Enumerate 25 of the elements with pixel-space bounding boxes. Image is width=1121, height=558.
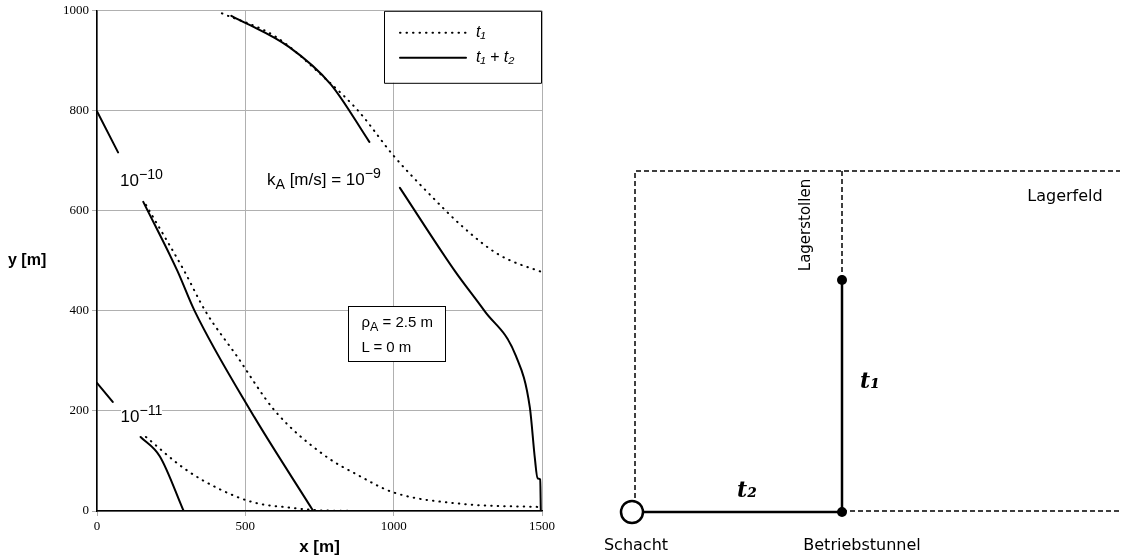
x-tick-label: 1500 (529, 518, 555, 534)
annotation: L = 0 m (361, 338, 412, 356)
annotation: k$_{A}$ [m/s] = 10$^{−9}$ (266, 165, 381, 193)
y-axis-title: y [m] (8, 250, 47, 269)
x-tick-label: 0 (93, 518, 101, 534)
text: t₂ (737, 476, 757, 502)
y-tick-label: 1000 (63, 2, 89, 18)
x-tick-label: 500 (235, 518, 256, 534)
text: Lagerfeld (1027, 186, 1103, 205)
text: Lagerstollen (796, 178, 814, 272)
legend-label: t₁ + t₂ (476, 48, 515, 66)
x-axis-title: x [m] (299, 537, 340, 557)
text: Schacht (603, 535, 669, 554)
legend-label: t₁ (476, 23, 486, 41)
y-tick-label: 200 (69, 402, 89, 418)
annotation: 10$^{−10}$ (120, 166, 163, 191)
y-tick-label: 0 (82, 502, 89, 518)
x-tick-label: 1000 (380, 518, 407, 534)
y-tick-label: 600 (69, 202, 89, 218)
annotation: 10$^{−11}$ (120, 402, 163, 426)
y-tick-label: 800 (69, 102, 89, 118)
y-tick-label: 400 (69, 302, 89, 318)
text: t₁ (860, 367, 880, 393)
text: Betriebstunnel (803, 535, 921, 554)
annotation: ρ$_{A}$ = 2.5 m (361, 312, 433, 334)
